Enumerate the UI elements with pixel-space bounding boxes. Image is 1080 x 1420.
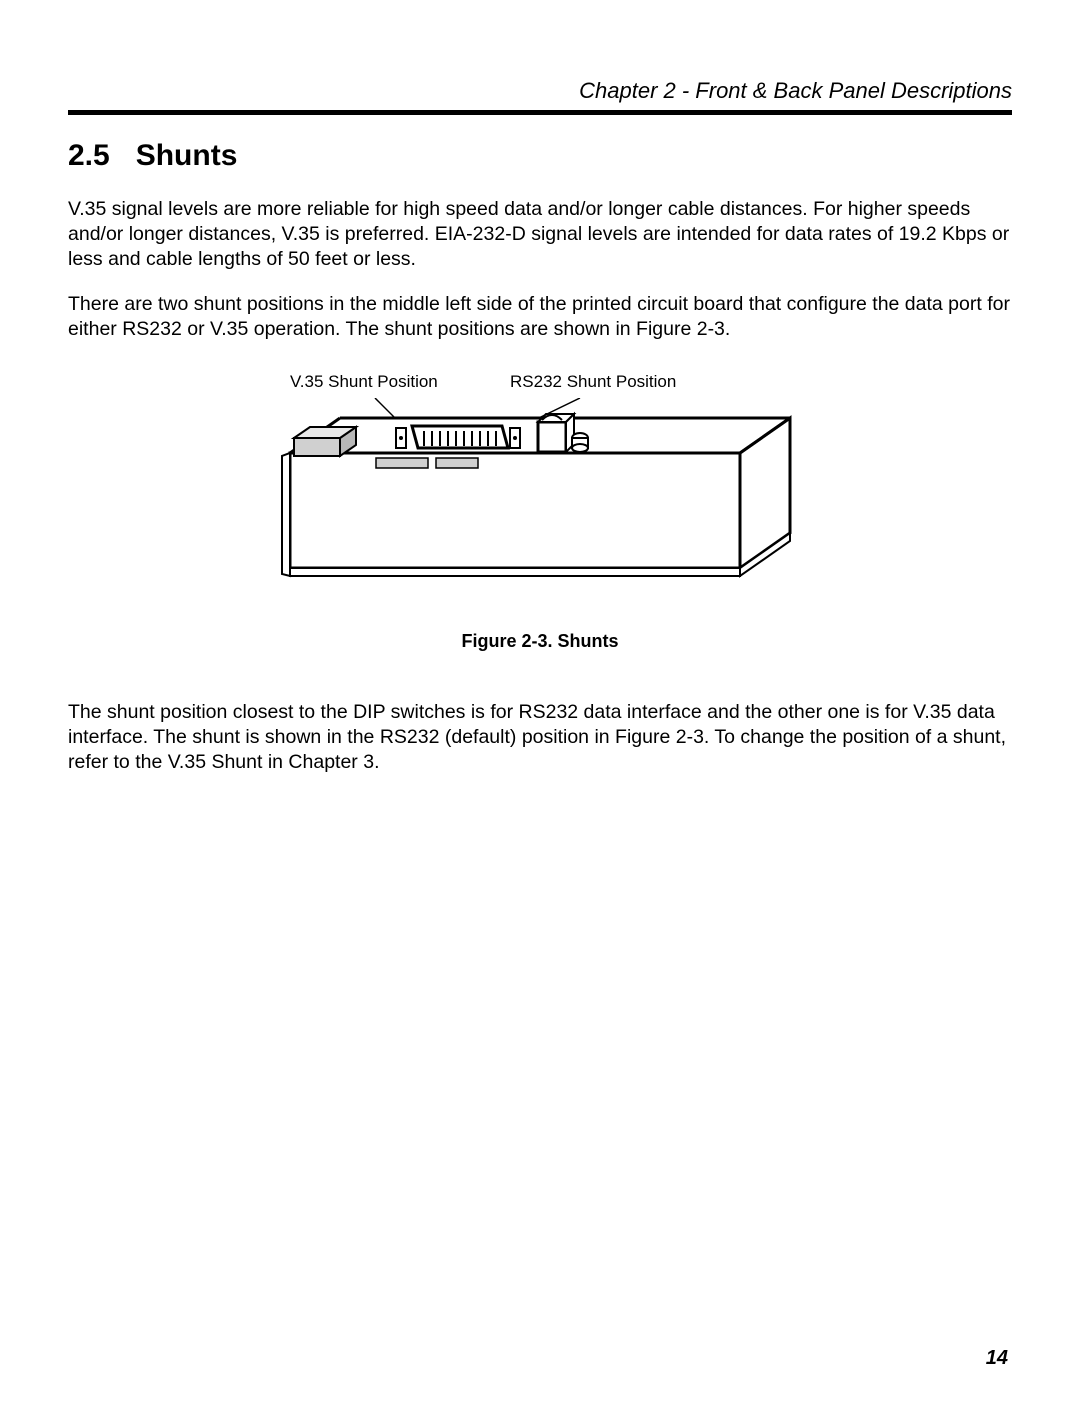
circuit-board-diagram: [280, 398, 800, 593]
header-rule: [68, 110, 1012, 115]
section-title: Shunts: [136, 139, 238, 172]
paragraph-3: The shunt position closest to the DIP sw…: [68, 700, 1012, 775]
page-number: 14: [986, 1347, 1008, 1370]
section-number: 2.5: [68, 139, 110, 172]
figure-label-rs232: RS232 Shunt Position: [510, 372, 676, 392]
figure-label-v35: V.35 Shunt Position: [290, 372, 438, 392]
figure-2-3: V.35 Shunt Position RS232 Shunt Position: [68, 372, 1012, 652]
chapter-header: Chapter 2 - Front & Back Panel Descripti…: [68, 78, 1012, 110]
figure-caption: Figure 2-3. Shunts: [68, 631, 1012, 652]
paragraph-1: V.35 signal levels are more reliable for…: [68, 197, 1012, 272]
section-heading: 2.5 Shunts: [68, 139, 1012, 173]
paragraph-2: There are two shunt positions in the mid…: [68, 292, 1012, 342]
